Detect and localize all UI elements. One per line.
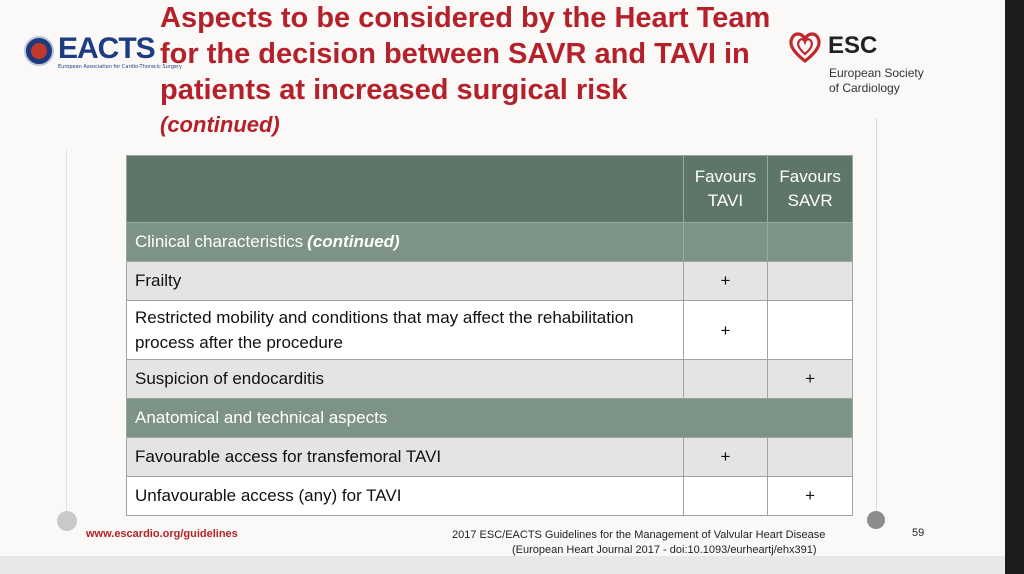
section-title: Clinical characteristics bbox=[135, 232, 304, 251]
aspect-cell: Suspicion of endocarditis bbox=[126, 359, 684, 399]
esc-subtext-line1: European Society bbox=[829, 66, 924, 80]
slide-subtitle: (continued) bbox=[160, 112, 280, 137]
tavi-mark bbox=[682, 359, 769, 399]
header-tavi-line1: Favours bbox=[694, 167, 757, 186]
savr-mark bbox=[767, 300, 853, 360]
header-favours-tavi: Favours TAVI bbox=[682, 155, 769, 223]
aspect-cell: Restricted mobility and conditions that … bbox=[126, 300, 684, 360]
table-row: Frailty + bbox=[126, 261, 853, 301]
slide-title: Aspects to be considered by the Heart Te… bbox=[160, 2, 771, 106]
esc-wordmark: ESC bbox=[828, 32, 878, 59]
section-title: Anatomical and technical aspects bbox=[135, 408, 388, 427]
aspect-cell: Frailty bbox=[126, 261, 684, 301]
tavi-mark: + bbox=[682, 437, 769, 477]
header-aspect bbox=[126, 155, 684, 223]
eacts-subtext: European Association for Cardio-Thoracic… bbox=[58, 64, 182, 70]
header-favours-savr: Favours SAVR bbox=[767, 155, 853, 223]
footer-reference-line2: (European Heart Journal 2017 - doi:10.10… bbox=[512, 544, 817, 556]
bottom-margin bbox=[0, 556, 1005, 574]
section-row: Anatomical and technical aspects bbox=[126, 398, 853, 438]
page-number: 59 bbox=[912, 527, 925, 539]
tavi-mark bbox=[682, 476, 769, 516]
eacts-seal-icon bbox=[24, 36, 54, 66]
header-savr-line1: Favours bbox=[779, 167, 841, 186]
section-label: Clinical characteristics (continued) bbox=[126, 222, 684, 262]
aspect-cell: Unfavourable access (any) for TAVI bbox=[126, 476, 684, 516]
savr-mark bbox=[767, 437, 853, 477]
table-row: Suspicion of endocarditis + bbox=[126, 359, 853, 399]
table-row: Unfavourable access (any) for TAVI + bbox=[126, 476, 853, 516]
section-empty-cell bbox=[682, 222, 769, 262]
section-empty-cell bbox=[767, 222, 853, 262]
aspect-cell: Favourable access for transfemoral TAVI bbox=[126, 437, 684, 477]
decorative-line bbox=[876, 118, 877, 513]
guidelines-link[interactable]: www.escardio.org/guidelines bbox=[86, 528, 238, 540]
header-savr-line2: SAVR bbox=[787, 191, 833, 210]
esc-subtext-line2: of Cardiology bbox=[829, 81, 900, 95]
table-header-row: Favours TAVI Favours SAVR bbox=[126, 155, 853, 223]
right-margin bbox=[1005, 0, 1024, 574]
table-row: Restricted mobility and conditions that … bbox=[126, 300, 853, 360]
decorative-line bbox=[66, 150, 67, 515]
tavi-mark: + bbox=[682, 261, 769, 301]
savr-mark: + bbox=[767, 476, 853, 516]
savr-mark bbox=[767, 261, 853, 301]
header-tavi-line2: TAVI bbox=[707, 191, 744, 210]
section-row: Clinical characteristics (continued) bbox=[126, 222, 853, 262]
section-suffix: (continued) bbox=[307, 232, 400, 251]
section-label: Anatomical and technical aspects bbox=[126, 398, 853, 438]
tavi-mark: + bbox=[682, 300, 769, 360]
heart-icon bbox=[789, 32, 821, 64]
table-row: Favourable access for transfemoral TAVI … bbox=[126, 437, 853, 477]
eacts-wordmark: EACTS bbox=[58, 32, 156, 65]
guidelines-table: Favours TAVI Favours SAVR Clinical chara… bbox=[126, 155, 853, 516]
esc-logo: ESC European Society of Cardiology bbox=[788, 30, 938, 100]
savr-mark: + bbox=[767, 359, 853, 399]
decorative-dot bbox=[57, 511, 77, 531]
footer-reference-line1: 2017 ESC/EACTS Guidelines for the Manage… bbox=[452, 529, 826, 541]
decorative-dot bbox=[867, 511, 885, 529]
